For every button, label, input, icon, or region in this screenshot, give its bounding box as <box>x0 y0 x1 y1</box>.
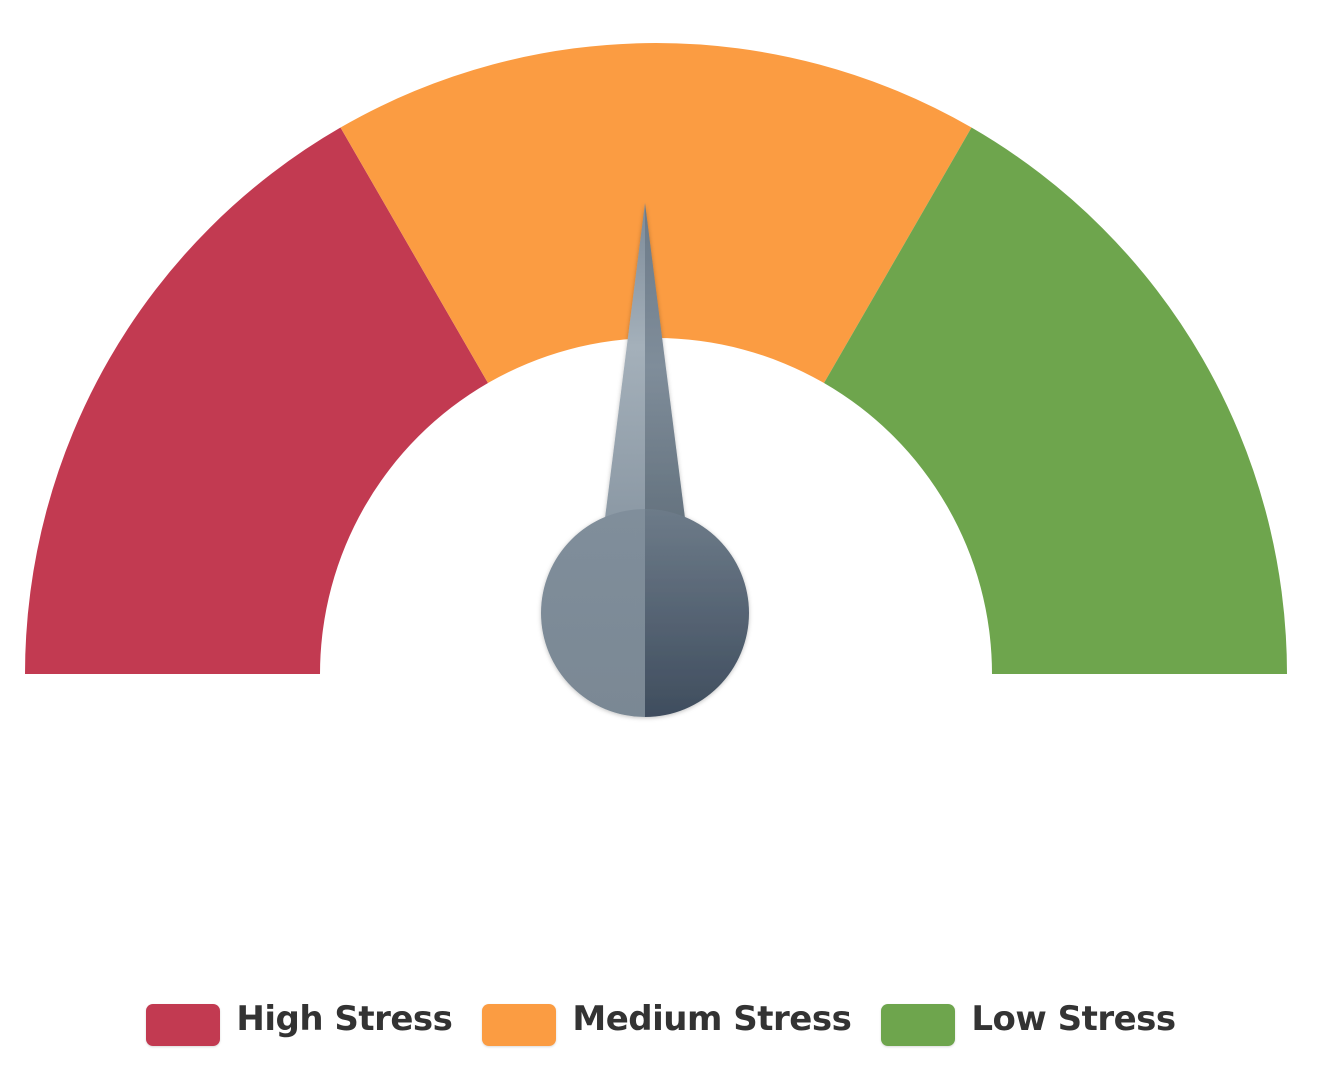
legend-item-medium-stress[interactable]: Medium Stress <box>482 999 852 1046</box>
legend-swatch-medium-stress <box>482 1004 557 1046</box>
legend-label-medium-stress: Medium Stress <box>572 999 852 1039</box>
legend-label-high-stress: High Stress <box>236 999 453 1039</box>
gauge-band-medium-stress[interactable] <box>340 42 972 384</box>
gauge-bands <box>25 42 1287 675</box>
legend-label-low-stress: Low Stress <box>971 999 1176 1039</box>
gauge-needle <box>541 203 749 717</box>
gauge-band-high-stress[interactable] <box>25 127 488 675</box>
legend-swatch-high-stress <box>146 1004 221 1046</box>
needle-hub-right <box>645 509 749 717</box>
legend-item-low-stress[interactable]: Low Stress <box>881 999 1176 1046</box>
needle-hub-left <box>541 509 645 717</box>
gauge-band-low-stress[interactable] <box>824 127 1287 675</box>
legend-item-high-stress[interactable]: High Stress <box>146 999 453 1046</box>
chart-legend: High Stress Medium Stress Low Stress <box>0 990 1322 1060</box>
legend-swatch-low-stress <box>881 1004 956 1046</box>
